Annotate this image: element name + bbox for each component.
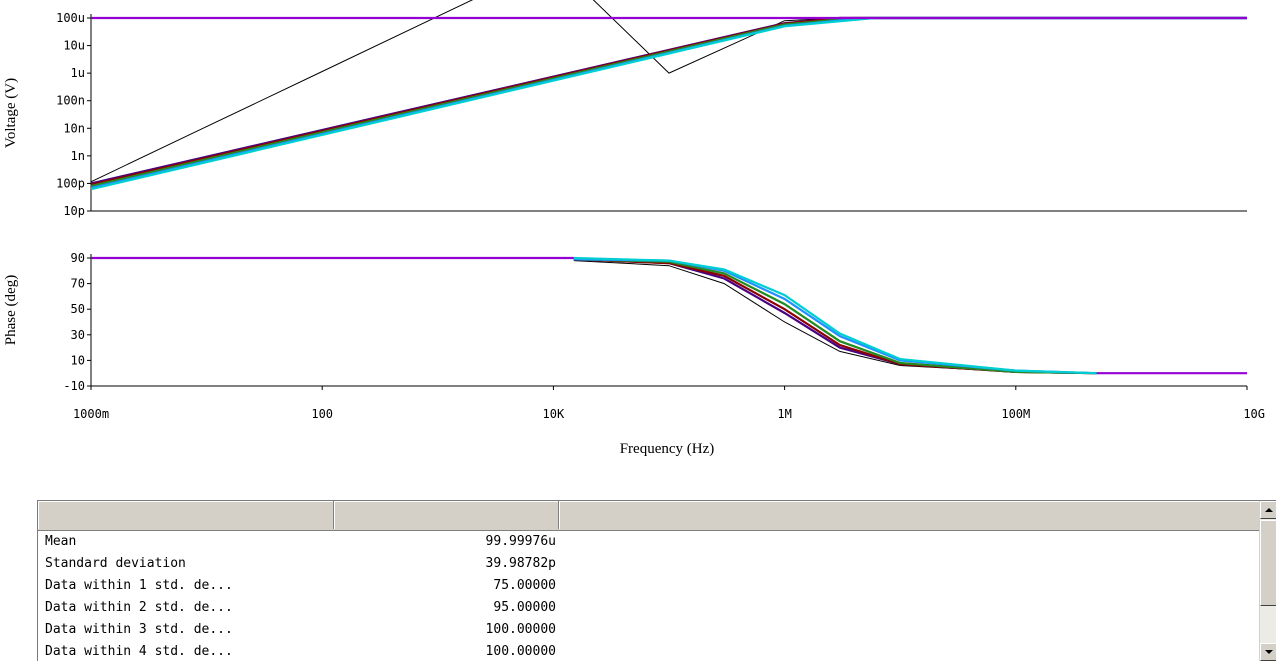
voltage-trace-6 <box>90 16 1247 191</box>
frequency-x-tick-label: 100M <box>1001 407 1030 421</box>
frequency-x-tick-label: 10G <box>1243 407 1265 421</box>
phase-y-tick-label: 10 <box>71 353 85 367</box>
voltage-chart: 100u 10u 1u 100n 10n 1n 100p 10p <box>56 0 1247 218</box>
scroll-up-button[interactable] <box>1260 501 1276 519</box>
stat-value: 75.00000 <box>493 578 556 593</box>
voltage-y-tick-label: 1u <box>71 66 85 80</box>
stat-value: 100.00000 <box>485 622 556 637</box>
stat-value: 100.00000 <box>485 644 556 659</box>
ac-analysis-plot: 100u 10u 1u 100n 10n 1n 100p 10p 90 70 50 30 10 -10 1… <box>3 0 1265 457</box>
phase-axis-title: Phase (deg) <box>3 275 19 345</box>
phase-trace-2 <box>573 258 1097 375</box>
stat-label: Data within 3 std. de... <box>45 622 233 637</box>
arrow-up-icon <box>1265 508 1273 512</box>
stat-value: 99.99976u <box>485 534 556 549</box>
scroll-thumb[interactable] <box>1260 520 1276 606</box>
stat-label: Data within 4 std. de... <box>45 644 233 659</box>
stat-value: 95.00000 <box>493 600 556 615</box>
stat-value: 39.98782p <box>485 556 556 571</box>
table-body: Mean 99.99976u Standard deviation 39.987… <box>38 531 1260 661</box>
phase-trace-5 <box>573 258 1097 375</box>
scroll-down-button[interactable] <box>1260 643 1276 661</box>
phase-trace-6 <box>573 256 1097 375</box>
phase-y-tick-label: 30 <box>71 328 85 342</box>
frequency-axis-title: Frequency (Hz) <box>620 441 715 457</box>
column-header-1[interactable] <box>38 501 334 529</box>
voltage-y-tick-label: 100n <box>56 94 85 108</box>
voltage-trace-1 <box>90 0 1247 183</box>
voltage-axis-title: Voltage (V) <box>3 78 19 148</box>
column-header-2[interactable] <box>334 501 559 529</box>
stat-label: Mean <box>45 534 77 549</box>
phase-trace-1 <box>573 260 1097 374</box>
voltage-y-tick-label: 10u <box>63 39 85 53</box>
table-row[interactable]: Data within 2 std. de... 95.00000 <box>38 597 1260 619</box>
voltage-trace-2 <box>90 16 1247 185</box>
phase-y-tick-label: 70 <box>71 277 85 291</box>
voltage-y-tick-label: 10p <box>63 204 85 218</box>
frequency-x-tick-label: 10K <box>543 407 565 421</box>
phase-chart: 90 70 50 30 10 -10 1000m 100 10K 1M 100M 10G <box>63 251 1265 421</box>
frequency-x-tick-label: 100 <box>311 407 333 421</box>
phase-trace-4 <box>573 258 1097 375</box>
stat-label: Data within 1 std. de... <box>45 578 233 593</box>
frequency-x-tick-label: 1M <box>777 407 791 421</box>
phase-trace-3 <box>573 258 1097 375</box>
voltage-trace-3 <box>90 16 1247 186</box>
phase-y-tick-label: 50 <box>71 302 85 316</box>
stat-label: Standard deviation <box>45 556 186 571</box>
voltage-trace-5 <box>90 16 1247 190</box>
table-row[interactable]: Data within 4 std. de... 100.00000 <box>38 641 1260 661</box>
table-row[interactable]: Standard deviation 39.98782p <box>38 553 1260 575</box>
statistics-table[interactable]: Mean 99.99976u Standard deviation 39.987… <box>37 500 1276 661</box>
arrow-down-icon <box>1265 650 1273 654</box>
table-row[interactable]: Data within 3 std. de... 100.00000 <box>38 619 1260 641</box>
column-header-3[interactable] <box>559 501 1260 529</box>
voltage-y-tick-label: 1n <box>71 149 85 163</box>
voltage-y-tick-label: 10n <box>63 121 85 135</box>
voltage-y-tick-label: 100p <box>56 176 85 190</box>
frequency-x-tick-label: 1000m <box>73 407 109 421</box>
voltage-trace-4 <box>90 16 1247 188</box>
table-row[interactable]: Data within 1 std. de... 75.00000 <box>38 575 1260 597</box>
phase-y-tick-label: -10 <box>63 379 85 393</box>
stat-label: Data within 2 std. de... <box>45 600 233 615</box>
voltage-y-tick-label: 100u <box>56 11 85 25</box>
table-row[interactable]: Mean 99.99976u <box>38 531 1260 553</box>
vertical-scrollbar[interactable] <box>1259 501 1276 661</box>
table-header <box>38 501 1260 531</box>
phase-y-tick-label: 90 <box>71 251 85 265</box>
